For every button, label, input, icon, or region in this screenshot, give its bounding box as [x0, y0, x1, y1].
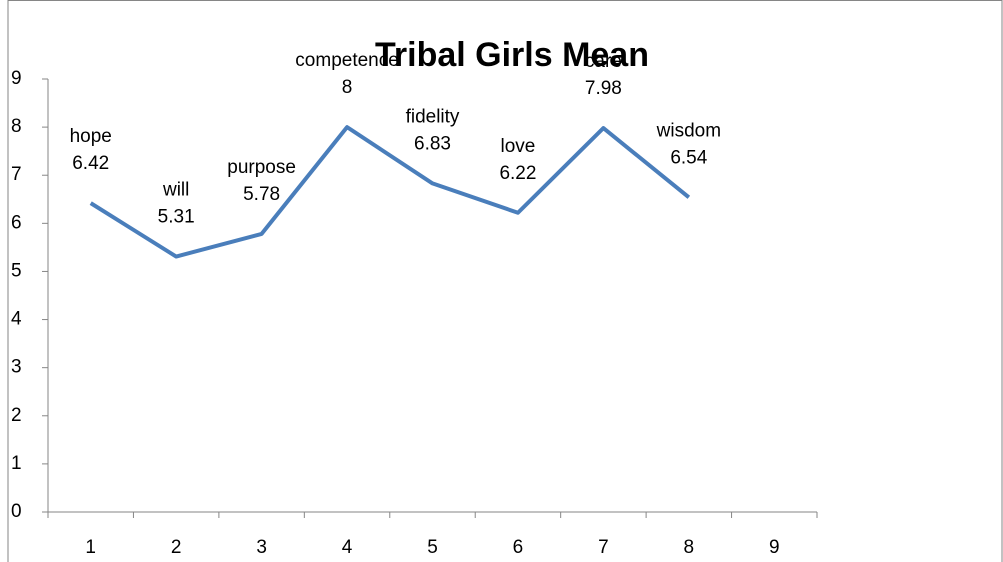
y-tick-label: 7	[11, 164, 22, 185]
point-label: competence	[295, 50, 399, 71]
line	[89, 125, 691, 259]
data-label: 8	[342, 77, 353, 98]
x-tick-label: 5	[427, 537, 438, 558]
x-tick-label: 8	[684, 537, 695, 558]
point-label: hope	[70, 126, 112, 147]
y-tick-label: 8	[11, 116, 22, 137]
point-label: fidelity	[406, 106, 460, 127]
point-label: purpose	[227, 157, 296, 178]
x-tick-label: 9	[769, 537, 780, 558]
data-label: 5.31	[158, 207, 195, 228]
chart-title: Tribal Girls Mean	[375, 36, 649, 74]
x-tick-label: 2	[171, 537, 182, 558]
data-label: 6.54	[670, 147, 707, 168]
data-label: 7.98	[585, 78, 622, 99]
data-label: 5.78	[243, 184, 280, 205]
x-tick-label: 3	[256, 537, 267, 558]
point-label: wisdom	[656, 120, 721, 141]
y-tick-label: 2	[11, 405, 22, 426]
y-tick-label: 6	[11, 212, 22, 233]
y-tick-label: 3	[11, 357, 22, 378]
x-tick-label: 6	[513, 537, 524, 558]
x-tick-label: 1	[85, 537, 96, 558]
point-label: care	[585, 51, 622, 72]
y-tick-label: 4	[11, 309, 22, 330]
data-label: 6.42	[72, 153, 109, 174]
y-tick-label: 9	[11, 68, 22, 89]
point-label: love	[501, 136, 536, 157]
point-label: will	[162, 180, 189, 201]
x-tick-label: 7	[598, 537, 609, 558]
y-tick-label: 5	[11, 260, 22, 281]
chart-border	[7, 0, 1003, 562]
y-tick-label: 1	[11, 453, 22, 474]
x-tick-label: 4	[342, 537, 353, 558]
data-label: 6.83	[414, 133, 451, 154]
data-label: 6.22	[499, 163, 536, 184]
y-tick-label: 0	[11, 501, 22, 522]
